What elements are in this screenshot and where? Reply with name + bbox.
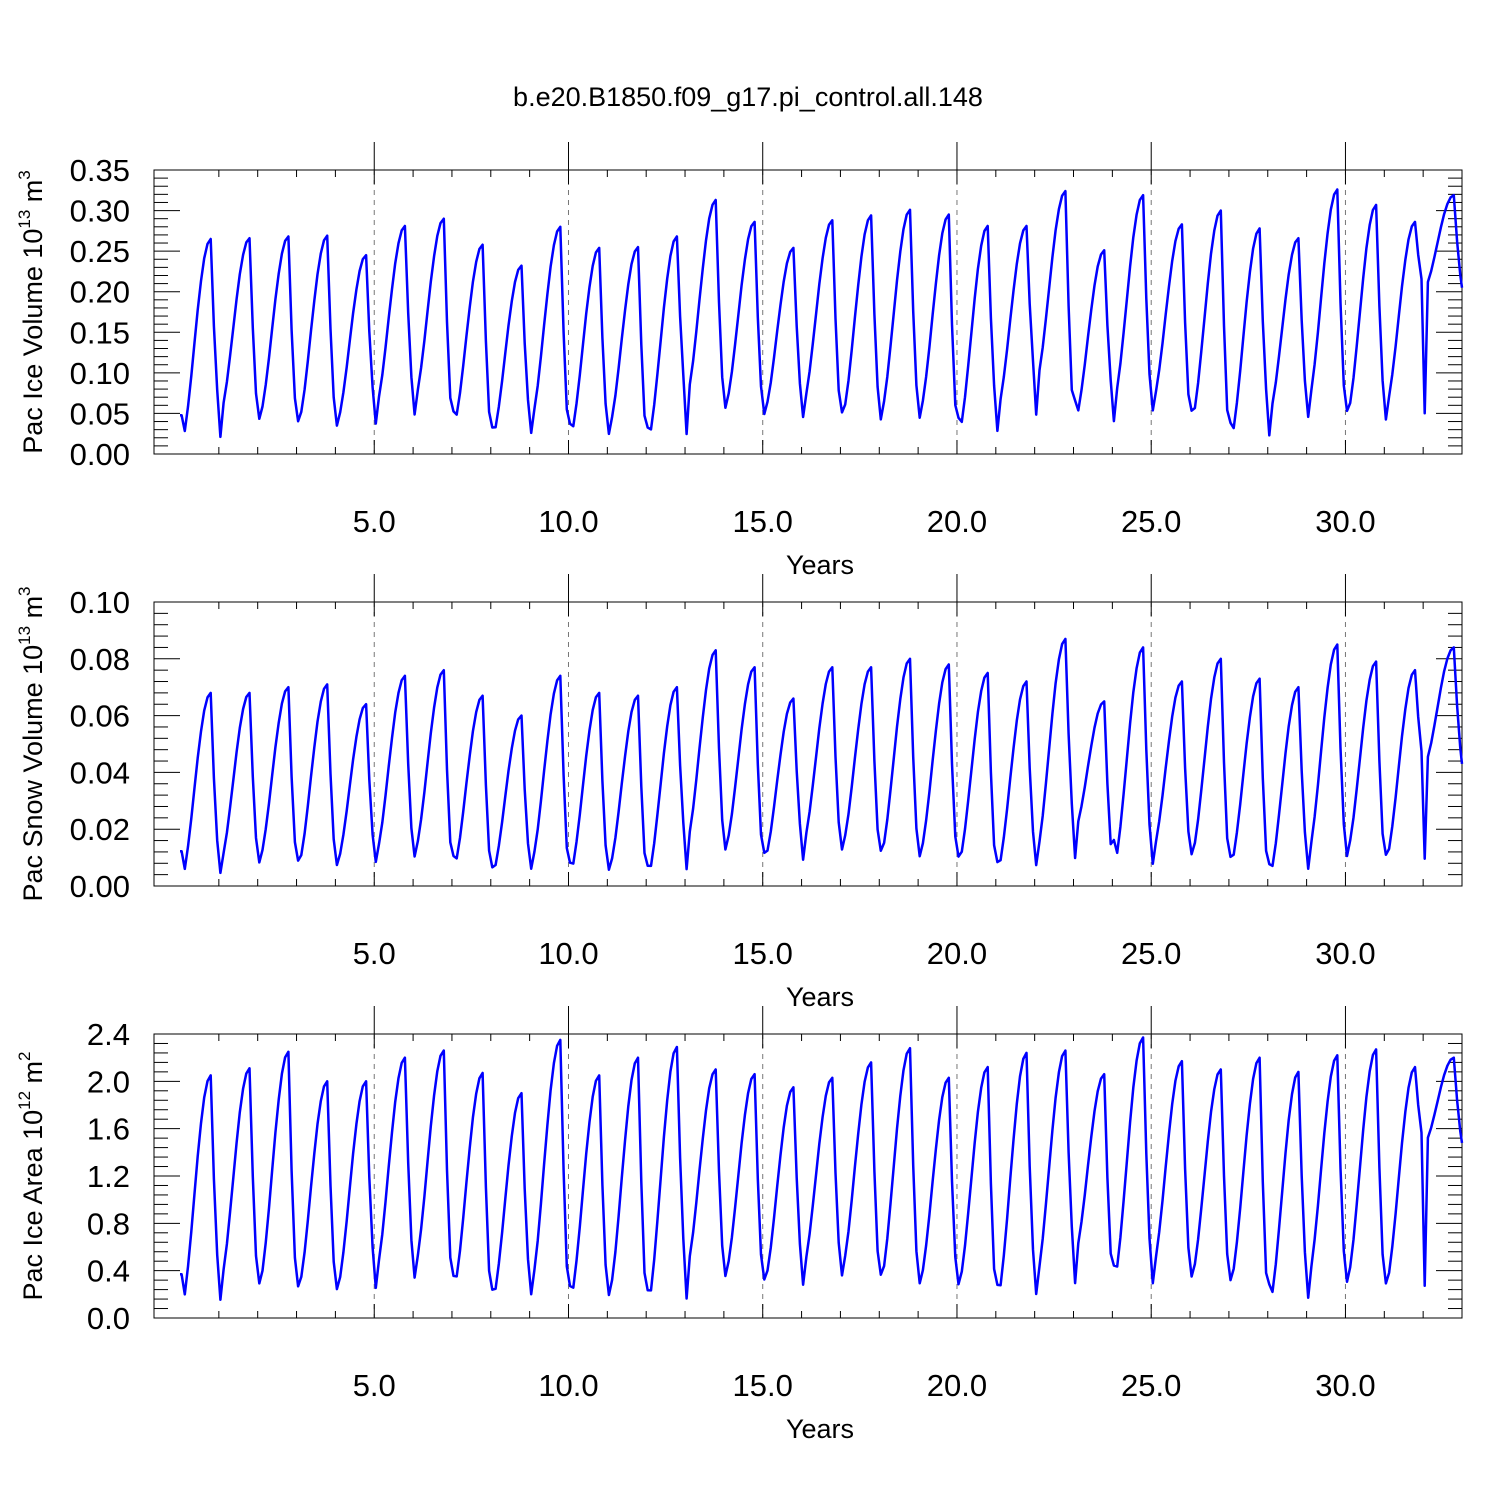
x-tick-label: 30.0 (1315, 1368, 1375, 1403)
y-axis-label-exp2: 2 (15, 1051, 34, 1060)
y-axis-label-base: Pac Snow Volume 10 (18, 645, 48, 902)
y-tick-label: 1.2 (87, 1159, 130, 1194)
y-tick-label: 0.8 (87, 1206, 130, 1241)
y-axis-label-exp2: 3 (15, 170, 34, 179)
x-tick-label: 30.0 (1315, 504, 1375, 539)
x-tick-label: 10.0 (538, 936, 598, 971)
y-tick-label: 0.0 (87, 1301, 130, 1336)
x-tick-label: 5.0 (353, 504, 396, 539)
panel-1: 5.0 10.0 15.0 20.0 25.0 30.0 Years 0.00 0.05 0.10… (15, 142, 1464, 580)
y-axis-label-unit: m (18, 180, 48, 210)
y-axis-label-exp1: 13 (15, 210, 34, 229)
y-axis-label-base: Pac Ice Area 10 (18, 1110, 48, 1301)
y-tick-label: 0.20 (70, 275, 130, 310)
panels: 5.0 10.0 15.0 20.0 25.0 30.0Years0.000.050.10… (15, 142, 1464, 1444)
series-line (180, 1036, 1464, 1302)
x-tick-label: 15.0 (733, 1368, 793, 1403)
x-tick-label: 20.0 (927, 1368, 987, 1403)
y-axis-label: Pac Ice Area 1012 m2 (15, 1051, 48, 1300)
y-tick-label: 0.04 (70, 755, 130, 790)
y-axis-label-unit: m (18, 596, 48, 626)
y-axis-label-exp2: 3 (15, 586, 34, 595)
y-tick-label: 0.10 (70, 585, 130, 620)
y-tick-label: 0.08 (70, 642, 130, 677)
y-tick-label: 0.00 (70, 869, 130, 904)
y-tick-label: 0.00 (70, 437, 130, 472)
y-axis-label-exp1: 13 (15, 626, 34, 645)
y-tick-label: 0.05 (70, 396, 130, 431)
x-tick-label: 10.0 (538, 1368, 598, 1403)
x-tick-label: 30.0 (1315, 936, 1375, 971)
x-tick-label: 20.0 (927, 504, 987, 539)
y-tick-label: 0.4 (87, 1254, 130, 1289)
y-tick-label: 0.10 (70, 356, 130, 391)
x-axis-label: Years (786, 982, 854, 1012)
y-tick-label: 0.02 (70, 812, 130, 847)
series-line (180, 637, 1464, 875)
y-tick-label: 2.4 (87, 1017, 130, 1052)
x-tick-label: 25.0 (1121, 936, 1181, 971)
x-tick-label: 20.0 (927, 936, 987, 971)
x-tick-label: 15.0 (733, 504, 793, 539)
y-tick-label: 2.0 (87, 1064, 130, 1099)
x-tick-label: 10.0 (538, 504, 598, 539)
y-tick-label: 0.35 (70, 153, 130, 188)
y-axis-label-exp1: 12 (15, 1091, 34, 1110)
panel-3: 5.0 10.0 15.0 20.0 25.0 30.0 Years 0.0 0.4 0.8 1.2… (15, 1006, 1464, 1444)
y-axis-label: Pac Snow Volume 1013 m3 (15, 586, 48, 901)
series-line (180, 188, 1464, 439)
y-tick-label: 1.6 (87, 1112, 130, 1147)
x-axis-label: Years (786, 1414, 854, 1444)
figure-title: b.e20.B1850.f09_g17.pi_control.all.148 (513, 82, 983, 112)
x-tick-label: 25.0 (1121, 1368, 1181, 1403)
y-tick-label: 0.25 (70, 234, 130, 269)
y-tick-label: 0.15 (70, 315, 130, 350)
panel-2: 5.0 10.0 15.0 20.0 25.0 30.0 Years 0.00 0.02 0.04… (15, 574, 1464, 1012)
y-axis-label-unit: m (18, 1061, 48, 1091)
plot-frame (153, 601, 1463, 887)
x-axis-label: Years (786, 550, 854, 580)
x-tick-label: 15.0 (733, 936, 793, 971)
x-tick-label: 25.0 (1121, 504, 1181, 539)
y-axis-label-base: Pac Ice Volume 10 (18, 229, 48, 454)
x-tick-label: 5.0 (353, 1368, 396, 1403)
x-tick-label: 5.0 (353, 936, 396, 971)
plot-frame (153, 169, 1463, 455)
y-tick-label: 0.30 (70, 194, 130, 229)
y-axis-label: Pac Ice Volume 1013 m3 (15, 170, 48, 454)
y-tick-label: 0.06 (70, 699, 130, 734)
